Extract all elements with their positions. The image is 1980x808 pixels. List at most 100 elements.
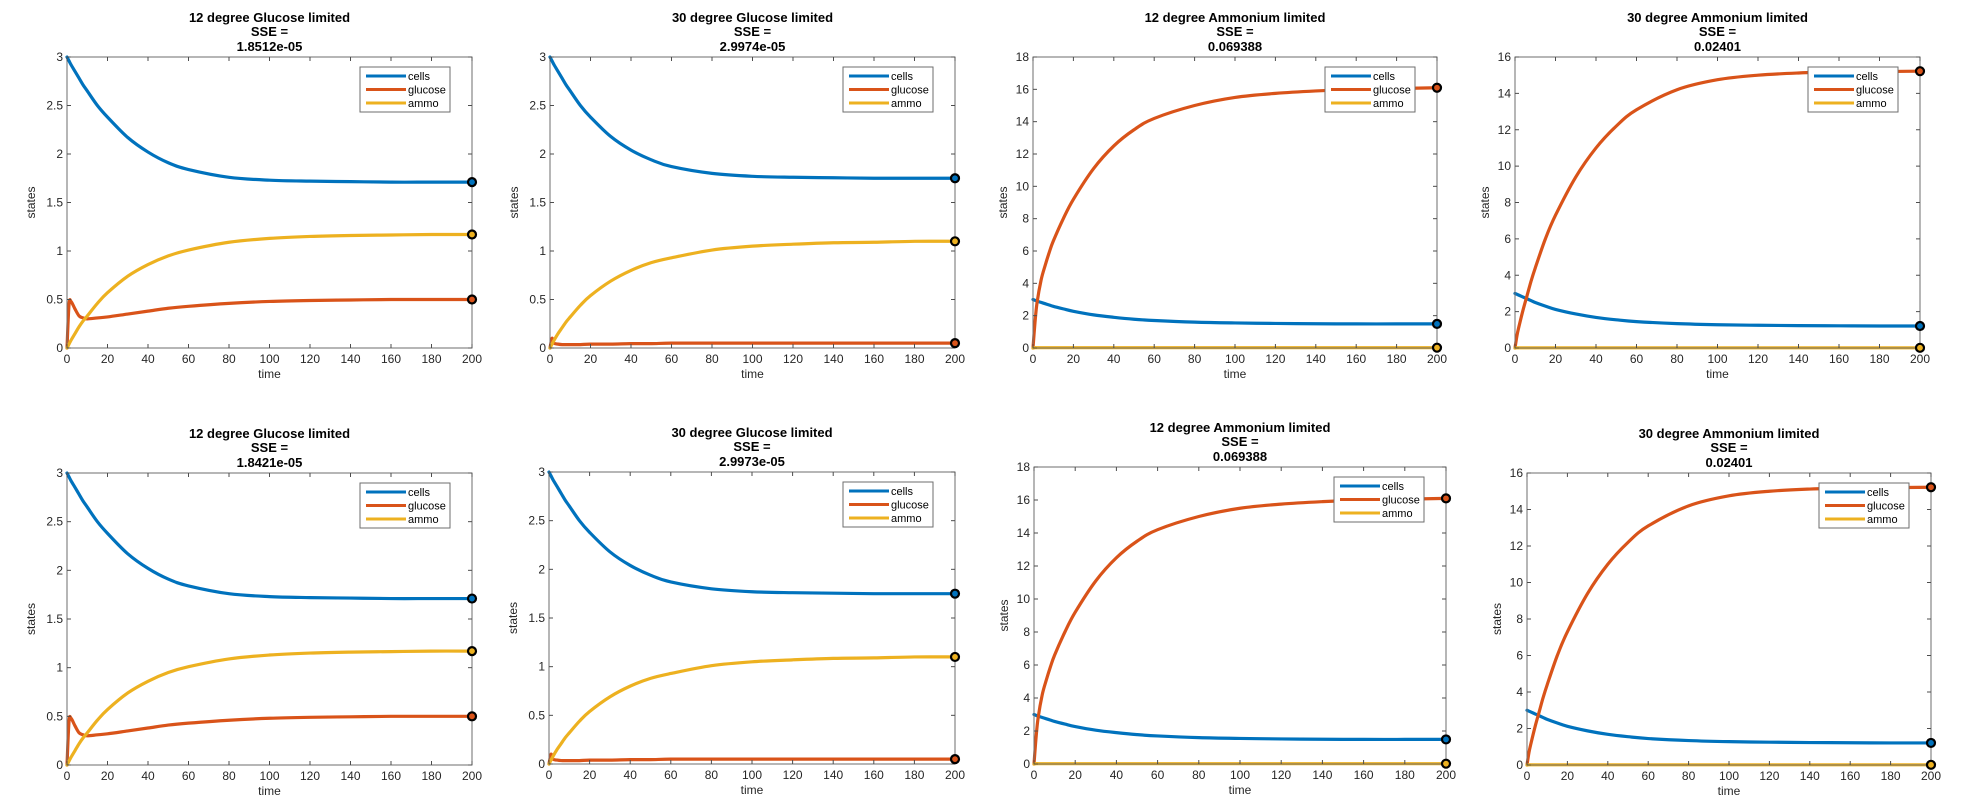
x-tick-label: 40 xyxy=(1589,352,1603,366)
chart-title-sse-value: 0.069388 xyxy=(1213,449,1267,464)
x-tick-label: 180 xyxy=(421,352,441,366)
chart-title: 30 degree Glucose limited xyxy=(672,10,833,25)
x-tick-label: 180 xyxy=(1869,352,1889,366)
y-tick-label: 16 xyxy=(1016,82,1030,96)
x-tick-label: 0 xyxy=(547,352,554,366)
y-axis-label: states xyxy=(1490,603,1504,635)
y-tick-label: 1.5 xyxy=(46,196,63,210)
y-tick-label: 14 xyxy=(1016,115,1030,129)
y-tick-label: 12 xyxy=(1017,559,1031,573)
endpoint-marker-ammo xyxy=(1431,342,1443,353)
x-tick-label: 160 xyxy=(1346,352,1366,366)
legend-label-glucose: glucose xyxy=(408,501,446,513)
legend-label-glucose: glucose xyxy=(408,85,446,97)
series-line-glucose xyxy=(65,297,474,350)
y-tick-label: 10 xyxy=(1498,159,1512,173)
endpoint-marker-cells xyxy=(466,177,478,188)
y-axis-label: states xyxy=(507,186,521,218)
x-tick-label: 140 xyxy=(340,769,360,783)
series-line-cells xyxy=(1032,712,1448,742)
y-tick-label: 2 xyxy=(1022,309,1029,323)
y-tick-label: 0 xyxy=(1504,341,1511,355)
y-tick-label: 0 xyxy=(56,341,63,355)
x-tick-label: 200 xyxy=(1910,352,1930,366)
x-tick-label: 40 xyxy=(1601,769,1615,783)
y-axis-label: states xyxy=(24,603,38,635)
y-tick-label: 2 xyxy=(56,147,63,161)
x-tick-label: 0 xyxy=(1031,768,1038,782)
y-tick-label: 2 xyxy=(1504,305,1511,319)
legend-label-cells: cells xyxy=(408,487,431,499)
x-axis-label: time xyxy=(1229,783,1252,797)
endpoint-marker-cells xyxy=(1914,320,1926,332)
x-tick-label: 200 xyxy=(945,768,965,782)
legend-label-cells: cells xyxy=(1382,481,1405,493)
y-tick-label: 8 xyxy=(1516,612,1523,626)
x-axis-label: time xyxy=(258,367,281,381)
y-tick-label: 2 xyxy=(56,563,63,577)
x-tick-label: 140 xyxy=(1312,768,1332,782)
x-tick-label: 20 xyxy=(1067,352,1081,366)
x-tick-label: 60 xyxy=(1151,768,1165,782)
x-tick-label: 20 xyxy=(1069,768,1083,782)
y-tick-label: 0.5 xyxy=(528,708,545,722)
x-tick-label: 0 xyxy=(1524,769,1531,783)
x-tick-label: 180 xyxy=(1395,768,1415,782)
x-tick-label: 120 xyxy=(300,769,320,783)
chart-title-sse-label: SSE = xyxy=(1221,434,1259,449)
legend-label-glucose: glucose xyxy=(1867,501,1905,513)
x-tick-label: 20 xyxy=(1549,352,1563,366)
x-tick-label: 0 xyxy=(64,352,71,366)
y-tick-label: 0.5 xyxy=(46,709,63,723)
x-tick-label: 160 xyxy=(1829,352,1849,366)
chart-title-sse-label: SSE = xyxy=(734,24,772,39)
endpoint-marker-cells xyxy=(1925,737,1937,749)
y-tick-label: 10 xyxy=(1017,592,1031,606)
x-tick-label: 20 xyxy=(101,352,115,366)
x-axis-label: time xyxy=(1224,367,1247,381)
y-tick-label: 14 xyxy=(1510,503,1524,517)
x-tick-label: 180 xyxy=(1881,769,1901,783)
x-tick-label: 140 xyxy=(823,352,843,366)
legend-label-cells: cells xyxy=(1856,71,1879,83)
chart-title: 12 degree Ammonium limited xyxy=(1145,10,1326,25)
y-tick-label: 12 xyxy=(1510,539,1524,553)
y-tick-label: 8 xyxy=(1023,625,1030,639)
endpoint-marker-cells xyxy=(466,593,478,604)
x-tick-label: 80 xyxy=(1188,352,1202,366)
x-tick-label: 200 xyxy=(1921,769,1941,783)
chart-title-sse-value: 0.02401 xyxy=(1706,455,1753,470)
x-tick-label: 160 xyxy=(1840,769,1860,783)
x-tick-label: 20 xyxy=(584,352,598,366)
series-line-glucose xyxy=(1525,485,1933,767)
y-tick-label: 4 xyxy=(1022,276,1029,290)
x-tick-label: 140 xyxy=(823,768,843,782)
x-axis-label: time xyxy=(1718,784,1741,798)
legend-label-glucose: glucose xyxy=(891,85,929,97)
series-line-glucose xyxy=(1031,86,1439,350)
y-tick-label: 16 xyxy=(1498,50,1512,64)
endpoint-marker-glucose xyxy=(466,711,478,722)
x-tick-label: 100 xyxy=(1225,352,1245,366)
y-tick-label: 6 xyxy=(1023,658,1030,672)
series-line-ammo xyxy=(65,232,474,350)
x-tick-label: 80 xyxy=(705,768,719,782)
legend-label-cells: cells xyxy=(1867,487,1890,499)
endpoint-marker-glucose xyxy=(1925,482,1937,493)
x-tick-label: 20 xyxy=(1561,769,1575,783)
series-line-cells xyxy=(65,471,474,601)
x-tick-label: 100 xyxy=(259,352,279,366)
y-tick-label: 0 xyxy=(539,341,546,355)
series-line-cells xyxy=(548,55,957,180)
legend-label-ammo: ammo xyxy=(408,514,439,526)
y-tick-label: 0.5 xyxy=(46,293,63,307)
chart-title-sse-label: SSE = xyxy=(251,440,289,455)
y-tick-label: 3 xyxy=(538,465,545,479)
chart-title: 30 degree Ammonium limited xyxy=(1639,426,1820,441)
